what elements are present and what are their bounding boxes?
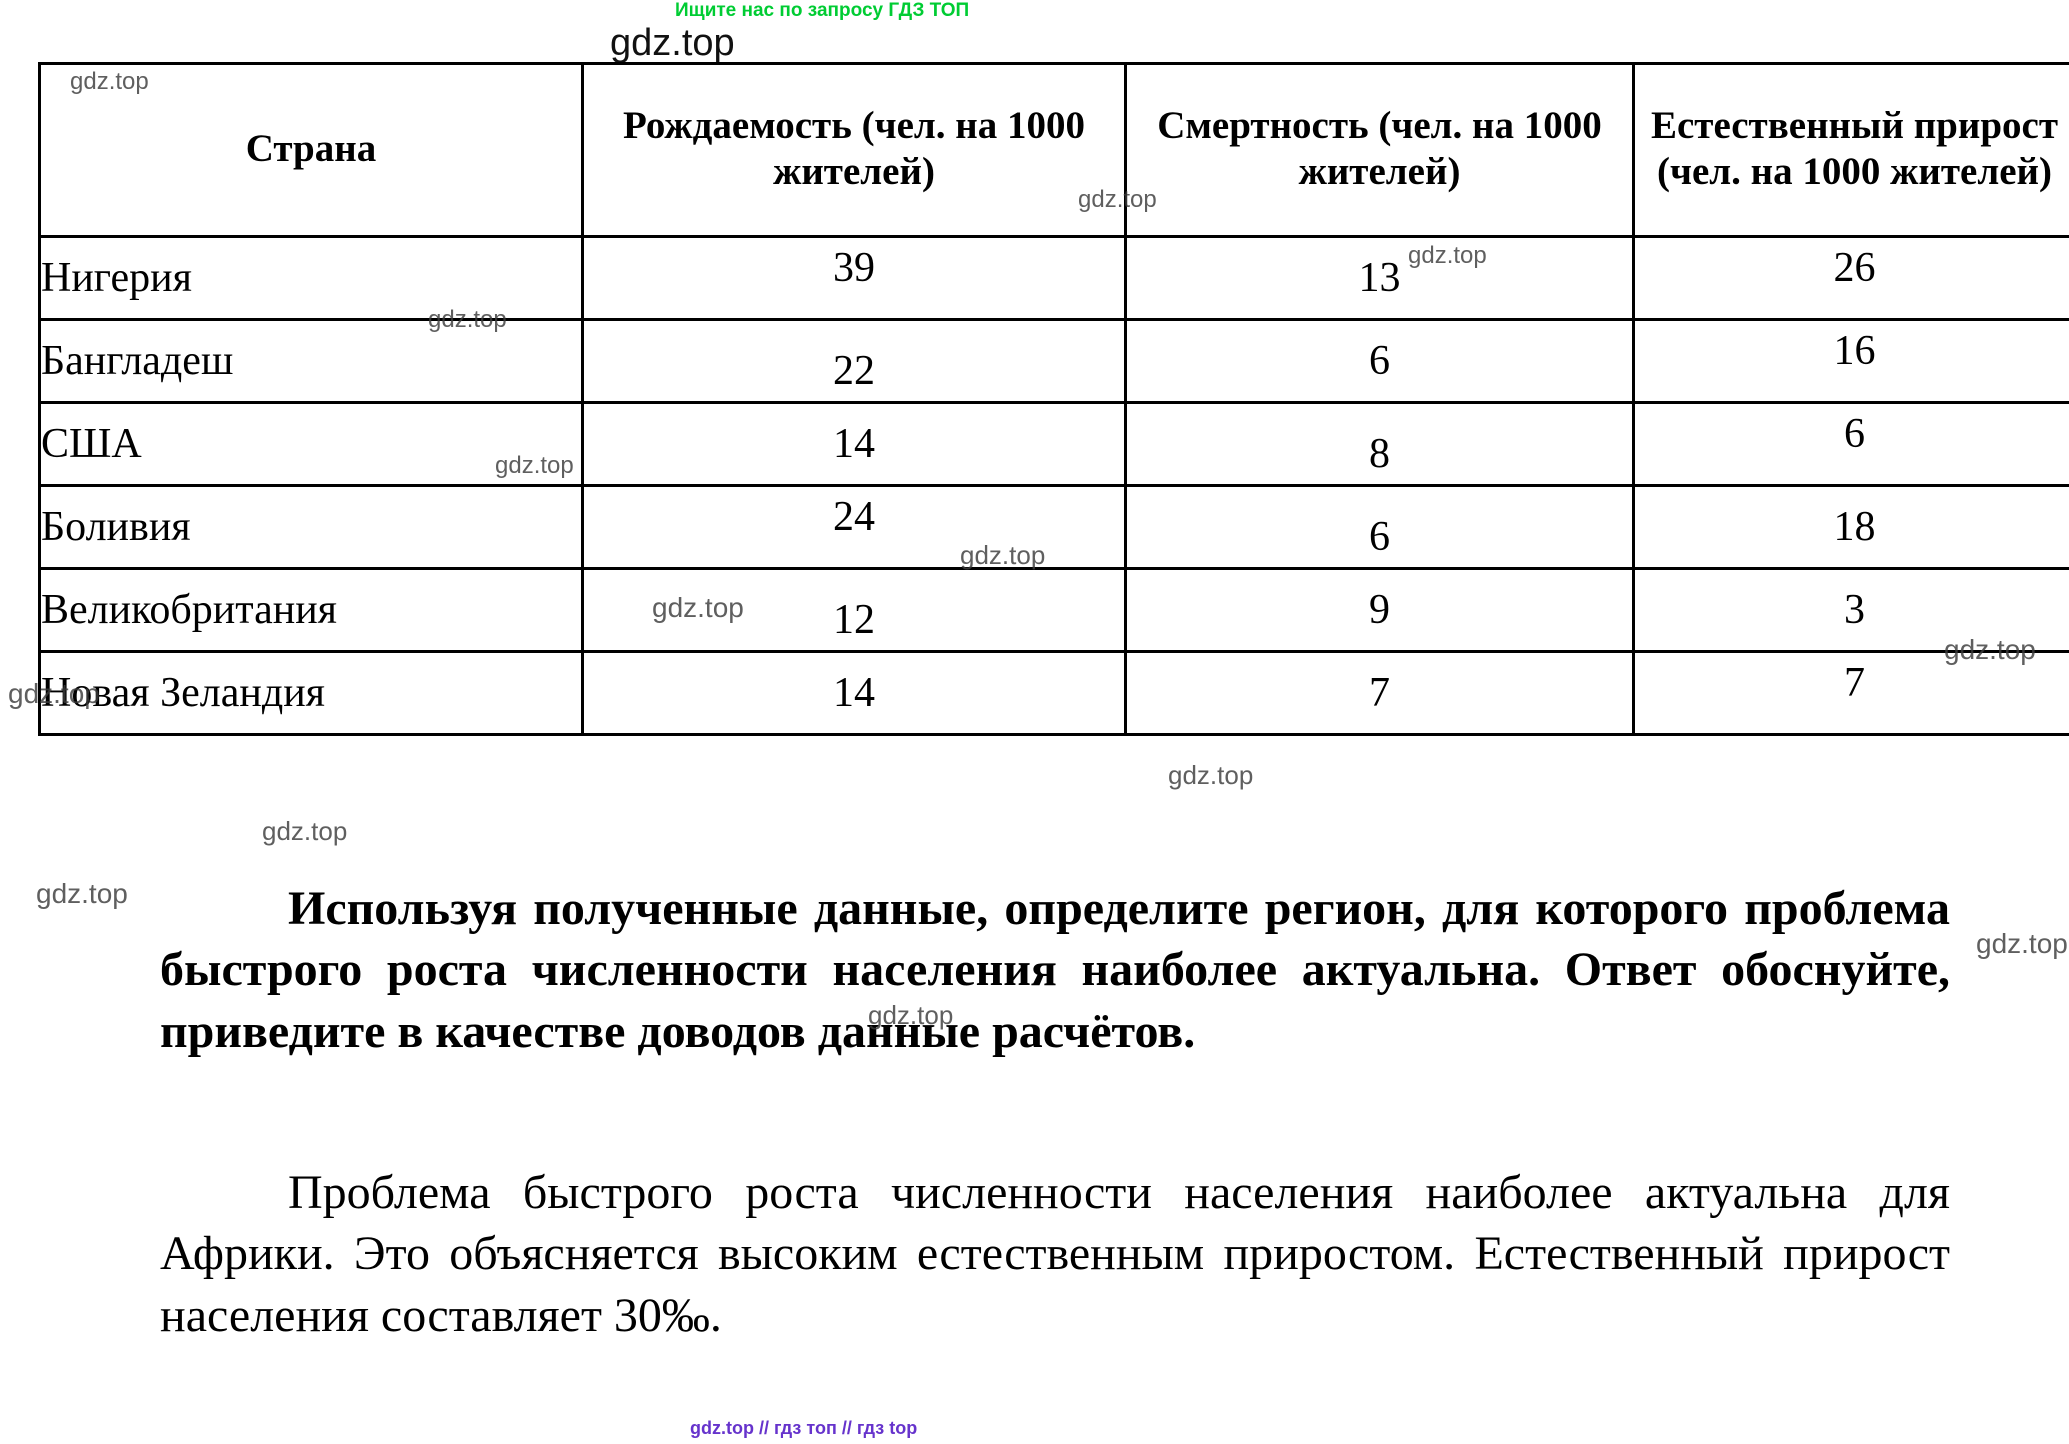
cell-death-rate: 6	[1124, 318, 1635, 404]
watermark: gdz.top	[1168, 760, 1254, 790]
column-header-birth-rate: Рождаемость (чел. на 1000 жителей)	[581, 62, 1127, 238]
table-row: Боливия 24 6 18	[38, 484, 2069, 570]
table-row: Нигерия 39 13 26	[38, 235, 2069, 321]
cell-death-rate: 8	[1124, 401, 1635, 487]
watermark: gdz.top	[36, 878, 128, 909]
cell-natural-growth: 7	[1632, 650, 2069, 736]
cell-country: США	[38, 401, 584, 487]
table-header-row: Страна Рождаемость (чел. на 1000 жителей…	[38, 62, 2069, 238]
cell-country: Боливия	[38, 484, 584, 570]
task-paragraph: Используя полученные данные, определите …	[160, 882, 1950, 1058]
cell-country: Великобритания	[38, 567, 584, 653]
cell-country: Новая Зеландия	[38, 650, 584, 736]
cell-birth-rate: 14	[581, 401, 1127, 487]
cell-birth-rate: 39	[581, 235, 1127, 321]
table-head: Страна Рождаемость (чел. на 1000 жителей…	[38, 62, 2069, 238]
cell-birth-rate: 14	[581, 650, 1127, 736]
table-body: Нигерия 39 13 26 Бангладеш 22 6 16 США 1…	[38, 235, 2069, 736]
column-header-country: Страна	[38, 62, 584, 238]
watermark-title: gdz.top	[610, 22, 735, 64]
cell-death-rate: 13	[1124, 235, 1635, 321]
cell-death-rate: 7	[1124, 650, 1635, 736]
table-row: Великобритания 12 9 3	[38, 567, 2069, 653]
cell-natural-growth: 18	[1632, 484, 2069, 570]
cell-natural-growth: 6	[1632, 401, 2069, 487]
cell-birth-rate: 12	[581, 567, 1127, 653]
cell-birth-rate: 22	[581, 318, 1127, 404]
column-header-death-rate: Смертность (чел. на 1000 жителей)	[1124, 62, 1635, 238]
cell-country: Бангладеш	[38, 318, 584, 404]
cell-death-rate: 6	[1124, 484, 1635, 570]
column-header-natural-growth: Естественный прирост (чел. на 1000 жител…	[1632, 62, 2069, 238]
cell-natural-growth: 3	[1632, 567, 2069, 653]
table-row: Новая Зеландия 14 7 7	[38, 650, 2069, 736]
watermark-green-banner: Ищите нас по запросу ГДЗ ТОП	[675, 0, 970, 21]
answer-paragraph: Проблема быстрого роста численности насе…	[160, 1166, 1950, 1342]
demographics-table-container: Страна Рождаемость (чел. на 1000 жителей…	[38, 62, 2069, 736]
watermark-footer: gdz.top // гдз топ // гдз top	[690, 1418, 918, 1438]
table-row: США 14 8 6	[38, 401, 2069, 487]
watermark: gdz.top	[1976, 928, 2068, 959]
demographics-table: Страна Рождаемость (чел. на 1000 жителей…	[38, 62, 2069, 736]
cell-natural-growth: 26	[1632, 235, 2069, 321]
watermark: gdz.top	[262, 816, 348, 846]
cell-death-rate: 9	[1124, 567, 1635, 653]
cell-natural-growth: 16	[1632, 318, 2069, 404]
cell-country: Нигерия	[38, 235, 584, 321]
cell-birth-rate: 24	[581, 484, 1127, 570]
table-row: Бангладеш 22 6 16	[38, 318, 2069, 404]
